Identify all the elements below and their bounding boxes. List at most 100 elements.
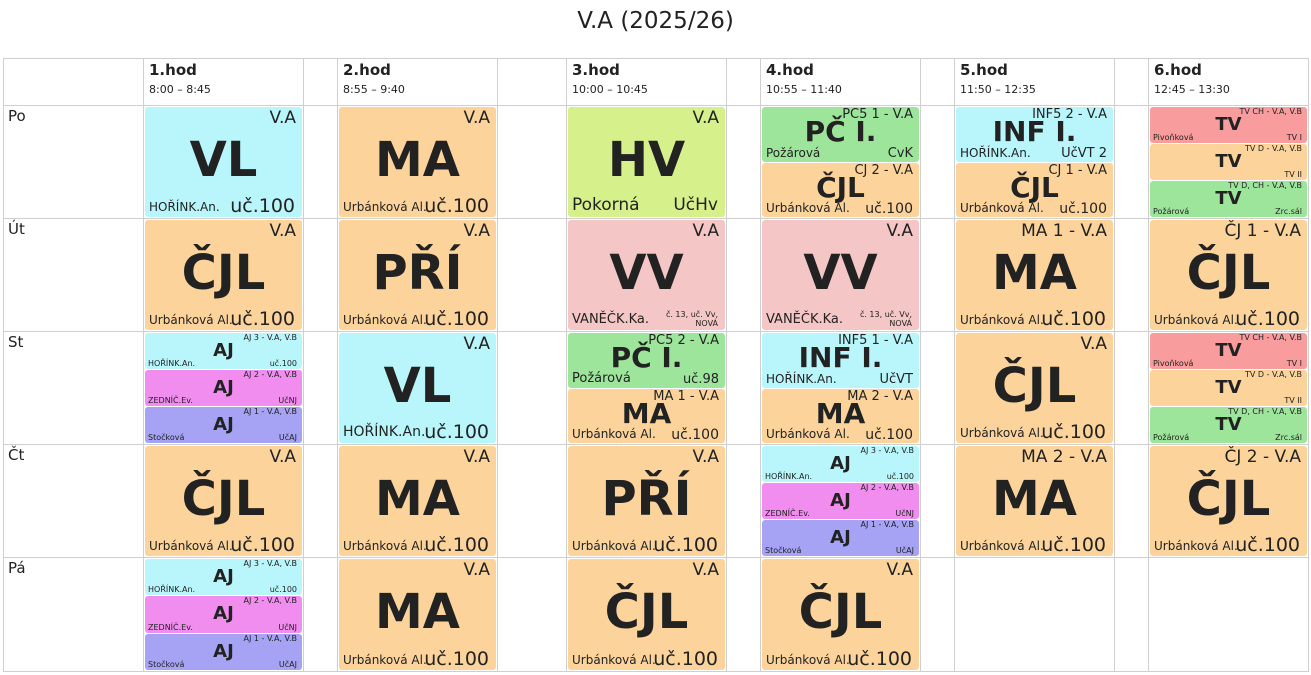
lesson-st-1c[interactable]: AJ 1 - V.A, V.B AJ Stočková UčAJ (145, 407, 302, 443)
lesson-teacher: Urbánková Al. (572, 427, 656, 441)
lesson-teacher: Urbánková Al. (960, 539, 1044, 553)
lesson-st-2[interactable]: V.A VL HOŘÍNK.An. uč.100 (339, 333, 496, 443)
lesson-room: uč.100 (230, 195, 295, 217)
lesson-po-5b[interactable]: ČJ 1 - V.A ČJL Urbánková Al. uč.100 (956, 163, 1113, 217)
lesson-po-4a[interactable]: PČ5 1 - V.A PČ I. Požárová CvK (762, 107, 919, 162)
lesson-room: TV II (1284, 170, 1302, 179)
grid-line (3, 444, 1309, 445)
lesson-po-6c[interactable]: TV D, CH - V.A, V.B TV Požárová Zrc.sál (1150, 181, 1307, 217)
lesson-group: TV D - V.A, V.B (1244, 370, 1302, 379)
lesson-subject: PČ I. (804, 115, 877, 148)
lesson-subject: VV (609, 245, 684, 301)
lesson-ct-4a[interactable]: AJ 3 - V.A, V.B AJ HOŘÍNK.An. uč.100 (762, 446, 919, 482)
lesson-st-1b[interactable]: AJ 2 - V.A, V.B AJ ZEDNÍČ.Ev. UčNJ (145, 370, 302, 406)
lesson-st-6c[interactable]: TV D, CH - V.A, V.B TV Požárová Zrc.sál (1150, 407, 1307, 443)
grid-line (3, 105, 1309, 106)
lesson-pa-1b[interactable]: AJ 2 - V.A, V.B AJ ZEDNÍČ.Ev. UčNJ (145, 596, 302, 633)
lesson-group: MA 1 - V.A (653, 389, 719, 404)
lesson-pa-3[interactable]: V.A ČJL Urbánková Al. uč.100 (568, 559, 725, 670)
lesson-st-1a[interactable]: AJ 3 - V.A, V.B AJ HOŘÍNK.An. uč.100 (145, 333, 302, 369)
lesson-teacher: Urbánková Al. (343, 313, 427, 327)
lesson-ut-2[interactable]: V.A PŘÍ Urbánková Al. uč.100 (339, 220, 496, 330)
grid-line (3, 557, 1309, 558)
lesson-room: TV I (1286, 133, 1302, 142)
lesson-ct-6[interactable]: ČJ 2 - V.A ČJL Urbánková Al. uč.100 (1150, 446, 1307, 556)
lesson-pa-1c[interactable]: AJ 1 - V.A, V.B AJ Stočková UčAJ (145, 634, 302, 670)
lesson-pa-4[interactable]: V.A ČJL Urbánková Al. uč.100 (762, 559, 919, 670)
lesson-teacher: Urbánková Al. (343, 539, 427, 553)
lesson-room: uč.98 (682, 372, 719, 387)
lesson-ct-3[interactable]: V.A PŘÍ Urbánková Al. uč.100 (568, 446, 725, 556)
lesson-st-4a[interactable]: INF5 1 - V.A INF I. HOŘÍNK.An. UčVT (762, 333, 919, 388)
lesson-pa-1a[interactable]: AJ 3 - V.A, V.B AJ HOŘÍNK.An. uč.100 (145, 559, 302, 595)
lesson-room: č. 13, uč. Vv, NOVÁ (859, 310, 912, 328)
lesson-room: Zrc.sál (1275, 207, 1302, 216)
lesson-teacher: Urbánková Al. (572, 539, 656, 553)
lesson-po-3[interactable]: V.A HV Pokorná UčHv (568, 107, 725, 217)
day-label-st: St (8, 333, 24, 351)
lesson-subject: MA (815, 397, 866, 430)
lesson-ct-4c[interactable]: AJ 1 - V.A, V.B AJ Stočková UčAJ (762, 520, 919, 556)
lesson-teacher: Urbánková Al. (343, 200, 427, 214)
lesson-teacher: Stočková (765, 546, 802, 555)
lesson-subject: PŘÍ (601, 471, 692, 527)
lesson-st-6a[interactable]: TV CH - V.A, V.B TV Pivoňková TV I (1150, 333, 1307, 369)
lesson-st-4b[interactable]: MA 2 - V.A MA Urbánková Al. uč.100 (762, 389, 919, 443)
lesson-ct-2[interactable]: V.A MA Urbánková Al. uč.100 (339, 446, 496, 556)
lesson-group: V.A (886, 560, 913, 580)
lesson-room: uč.100 (1235, 534, 1300, 556)
hour-time: 11:50 – 12:35 (960, 83, 1036, 96)
lesson-teacher: ZEDNÍČ.Ev. (148, 396, 193, 405)
lesson-ut-4[interactable]: V.A VV VANĚČK.Ka. č. 13, uč. Vv, NOVÁ (762, 220, 919, 330)
hour-time: 12:45 – 13:30 (1154, 83, 1230, 96)
lesson-subject: AJ (830, 527, 851, 548)
lesson-room: uč.100 (865, 427, 913, 443)
lesson-room: UčVT (879, 372, 914, 387)
lesson-teacher: HOŘÍNK.An. (148, 585, 196, 594)
lesson-po-4b[interactable]: ČJ 2 - V.A ČJL Urbánková Al. uč.100 (762, 163, 919, 217)
lesson-room: uč.100 (230, 308, 295, 330)
lesson-group: V.A (269, 108, 296, 128)
lesson-group: TV CH - V.A, V.B (1239, 107, 1303, 116)
hour-time: 10:55 – 11:40 (766, 83, 842, 96)
lesson-ct-4b[interactable]: AJ 2 - V.A, V.B AJ ZEDNÍČ.Ev. UčNJ (762, 483, 919, 519)
lesson-po-1[interactable]: V.A VL HOŘÍNK.An. uč.100 (145, 107, 302, 217)
lesson-subject: AJ (213, 641, 234, 662)
lesson-st-3a[interactable]: PČ5 2 - V.A PČ I. Požárová uč.98 (568, 333, 725, 388)
lesson-pa-2[interactable]: V.A MA Urbánková Al. uč.100 (339, 559, 496, 670)
lesson-subject: AJ (213, 340, 234, 361)
lesson-group: V.A (692, 560, 719, 580)
lesson-teacher: VANĚČK.Ka. (572, 312, 650, 327)
lesson-subject: INF I. (798, 341, 883, 374)
lesson-teacher: Požárová (572, 371, 631, 386)
lesson-ct-5[interactable]: MA 2 - V.A MA Urbánková Al. uč.100 (956, 446, 1113, 556)
lesson-subject: ČJL (1186, 471, 1271, 527)
lesson-ut-5[interactable]: MA 1 - V.A MA Urbánková Al. uč.100 (956, 220, 1113, 330)
hour-header-2: 2.hod 8:55 – 9:40 (343, 61, 405, 98)
lesson-st-6b[interactable]: TV D - V.A, V.B TV TV II (1150, 370, 1307, 406)
grid-line (3, 58, 4, 672)
lesson-room: uč.100 (424, 534, 489, 556)
lesson-room: uč.100 (653, 648, 718, 670)
grid-line (726, 58, 727, 672)
lesson-group: ČJ 2 - V.A (854, 163, 913, 178)
day-label-po: Po (8, 107, 26, 125)
lesson-po-5a[interactable]: INF5 2 - V.A INF I. HOŘÍNK.An. UčVT 2 (956, 107, 1113, 162)
lesson-subject: VL (189, 132, 258, 188)
lesson-po-6a[interactable]: TV CH - V.A, V.B TV Pivoňková TV I (1150, 107, 1307, 143)
lesson-group: V.A (463, 560, 490, 580)
lesson-ut-6[interactable]: ČJ 1 - V.A ČJL Urbánková Al. uč.100 (1150, 220, 1307, 330)
lesson-st-5[interactable]: V.A ČJL Urbánková Al. uč.100 (956, 333, 1113, 443)
lesson-ut-1[interactable]: V.A ČJL Urbánková Al. uč.100 (145, 220, 302, 330)
grid-line (3, 331, 1309, 332)
lesson-subject: AJ (213, 377, 234, 398)
lesson-subject: ČJL (181, 245, 266, 301)
lesson-subject: MA (992, 471, 1077, 527)
grid-line (337, 58, 338, 672)
lesson-ct-1[interactable]: V.A ČJL Urbánková Al. uč.100 (145, 446, 302, 556)
lesson-po-6b[interactable]: TV D - V.A, V.B TV TV II (1150, 144, 1307, 180)
lesson-po-2[interactable]: V.A MA Urbánková Al. uč.100 (339, 107, 496, 217)
lesson-st-3b[interactable]: MA 1 - V.A MA Urbánková Al. uč.100 (568, 389, 725, 443)
lesson-ut-3[interactable]: V.A VV VANĚČK.Ka. č. 13, uč. Vv, NOVÁ (568, 220, 725, 330)
hour-label: 4.hod (766, 61, 814, 79)
